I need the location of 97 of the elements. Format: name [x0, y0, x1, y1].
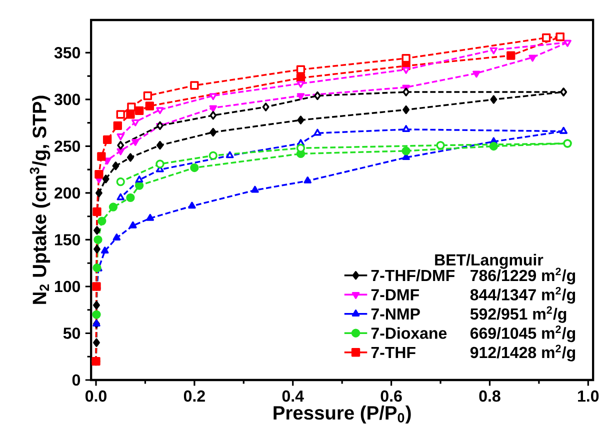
point [94, 235, 102, 244]
point [314, 91, 321, 100]
point [506, 51, 516, 60]
point [489, 142, 498, 151]
point [402, 146, 410, 156]
y-tick-label: 0 [72, 374, 80, 386]
y-tick-label: 50 [63, 328, 80, 339]
point [126, 153, 134, 162]
point [116, 133, 124, 140]
point [127, 102, 136, 112]
point [134, 106, 144, 116]
x-tick-label: 0.0 [86, 390, 106, 402]
point [93, 338, 100, 347]
point [156, 160, 164, 168]
y-tick-label: 250 [54, 140, 80, 152]
x-tick-label: 0.4 [282, 390, 304, 402]
legend-label: 7-Dioxane [371, 327, 447, 339]
point [98, 216, 106, 226]
point [100, 246, 109, 254]
point [116, 193, 124, 200]
point [108, 202, 118, 212]
legend-label: 7-DMF [371, 289, 419, 300]
point [126, 193, 135, 202]
x-tick-label: 1.0 [578, 390, 599, 402]
x-tick-label: 0.2 [184, 390, 205, 402]
annotation: 669/1045 m$^{2}$/g [470, 326, 576, 342]
point [190, 81, 199, 90]
point [95, 188, 102, 198]
point [188, 202, 196, 209]
point [402, 88, 410, 96]
point [402, 54, 410, 63]
point [210, 128, 217, 137]
point [226, 151, 234, 158]
x-tick-label: 0.8 [479, 390, 500, 402]
point [156, 140, 164, 150]
point [102, 135, 112, 144]
point [436, 140, 445, 150]
point [129, 221, 137, 228]
y-tick-label: 350 [54, 47, 80, 58]
point [296, 80, 305, 88]
point [210, 111, 217, 120]
point [113, 121, 122, 130]
point [304, 176, 312, 184]
point [132, 119, 140, 126]
point [528, 54, 536, 62]
point [209, 93, 218, 100]
point [490, 47, 498, 54]
point [542, 33, 551, 42]
legend-label: 7-NMP [371, 308, 420, 320]
legend-label: 7-THF/DMF [371, 269, 455, 282]
point [402, 105, 410, 114]
point [402, 66, 410, 74]
y-axis-title: N$_{2}$ Uptake (cm$^{3}$/g, STP) [30, 96, 50, 304]
point [126, 110, 135, 119]
point [472, 70, 480, 78]
point [116, 110, 125, 119]
y-tick-label: 100 [54, 280, 80, 292]
point [297, 116, 304, 124]
point [209, 105, 218, 112]
point [190, 163, 199, 172]
y-tick-label: 200 [54, 187, 80, 199]
point [92, 310, 101, 319]
point [156, 107, 164, 114]
x-tick-label: 0.6 [380, 390, 402, 402]
annotation: 844/1347 m$^{2}$/g [470, 286, 576, 304]
legend-title: BET/Langmuir [435, 254, 544, 269]
point [116, 148, 124, 156]
point [251, 186, 259, 193]
point [132, 138, 140, 146]
point [146, 214, 154, 221]
point [112, 162, 120, 170]
point [94, 244, 100, 254]
point [208, 151, 218, 160]
point [262, 102, 270, 112]
point [112, 234, 121, 240]
point [94, 170, 104, 179]
point [296, 65, 306, 74]
point [143, 91, 152, 100]
annotation: 786/1229 m$^{2}$/g [470, 268, 576, 284]
annotation: 912/1428 m$^{2}$/g [470, 344, 576, 362]
annotation: 592/951 m$^{2}$/g [470, 306, 566, 323]
point [97, 152, 106, 161]
y-tick-label: 150 [54, 234, 80, 246]
point [402, 125, 410, 132]
point [117, 140, 124, 150]
point [296, 93, 305, 100]
point [102, 174, 110, 184]
y-tick-label: 300 [54, 94, 80, 106]
point [314, 128, 322, 136]
point [93, 300, 100, 310]
point [135, 176, 144, 182]
x-axis-title: Pressure (P/P$_{0}$) [274, 406, 411, 424]
legend-label: 7-THF [371, 347, 416, 358]
point [94, 226, 100, 235]
point [116, 177, 125, 186]
point [145, 102, 154, 110]
point [490, 95, 498, 104]
